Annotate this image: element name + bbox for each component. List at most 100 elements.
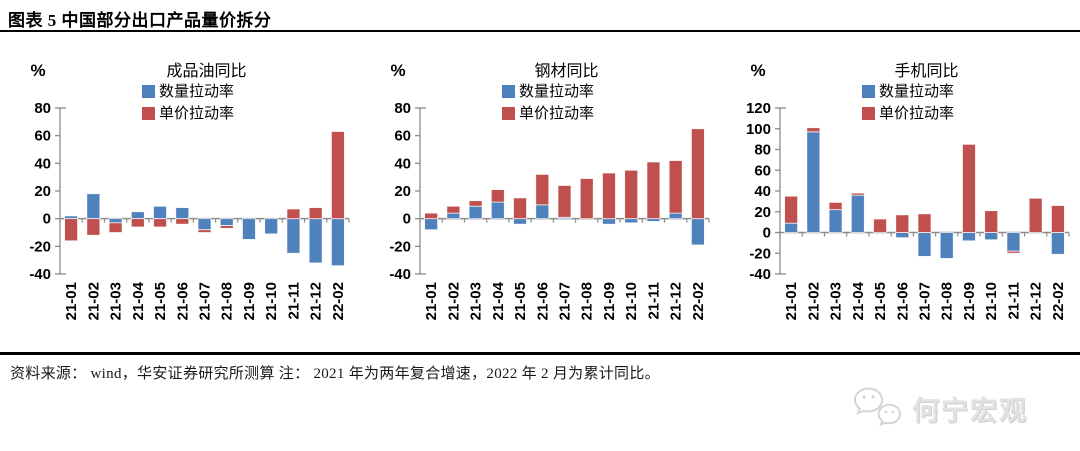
y-tick-label: 80 [34,100,51,117]
bar-price-21-03 [468,200,483,207]
x-category-label: 21-04 [850,281,867,320]
x-category-label: 21-01 [783,282,800,320]
bar-price-21-03 [108,222,123,233]
legend-swatch-quantity [142,85,155,98]
bar-price-21-12 [308,207,323,220]
bar-price-21-04 [850,192,865,196]
charts-row: % 成品油同比 数量拉动率 单价拉动率 -40 -20 0 20 40 60 80 21-01 21-0… [0,56,1080,350]
bar-price-21-01 [784,195,799,224]
y-tick-label: 80 [754,142,771,159]
bar-price-21-10 [624,169,639,220]
bar-quantity-21-06 [535,204,550,220]
bar-quantity-21-01 [64,215,79,220]
bar-price-21-04 [490,189,505,203]
y-unit-label: % [390,61,405,80]
bar-quantity-21-04 [490,201,505,220]
bar-quantity-21-05 [153,205,167,220]
bar-quantity-21-05 [513,218,527,225]
x-category-label: 21-09 [241,282,258,320]
y-tick-label: 0 [763,225,771,242]
title-underline [0,30,1080,32]
bar-quantity-21-04 [850,194,865,233]
x-category-label: 21-11 [1005,282,1022,320]
x-category-label: 21-03 [468,282,485,320]
y-tick-label: 60 [34,128,51,145]
x-category-label: 21-07 [917,282,934,320]
chart-mobile-phone: % 手机同比 数量拉动率 单价拉动率 -40 -20 0 20 40 60 80 100 120 21-0… [720,56,1080,350]
bar-quantity-21-02 [86,193,101,220]
x-category-label: 21-02 [85,282,102,320]
y-tick-label: -40 [749,266,771,283]
x-category-label: 21-05 [512,282,529,320]
bar-price-21-07 [197,229,212,233]
y-tick-label: 100 [746,121,771,138]
y-tick-label: 20 [34,183,51,200]
x-category-label: 21-01 [63,282,80,320]
bar-quantity-21-08 [219,218,234,226]
bar-price-21-11 [286,208,301,220]
bar-price-21-01 [424,212,439,220]
bar-price-21-11 [1006,250,1021,254]
bar-quantity-21-11 [1006,232,1021,252]
bar-price-22-02 [1050,205,1065,233]
x-category-label: 21-05 [152,282,169,320]
bar-quantity-21-01 [424,218,439,231]
legend-label: 单价拉动率 [519,105,594,122]
y-tick-label: -20 [749,245,771,262]
chart-title: 手机同比 [894,62,958,80]
bar-price-21-07 [917,213,932,233]
bar-price-21-02 [446,205,461,214]
legend-label: 数量拉动率 [159,83,234,100]
bar-quantity-21-09 [962,232,976,242]
y-unit-label: % [30,61,45,80]
bar-quantity-21-12 [308,218,323,264]
x-category-label: 21-04 [130,281,147,320]
bar-price-21-01 [64,218,79,242]
y-tick-label: 40 [34,155,51,172]
x-category-label: 21-12 [1028,282,1045,320]
bar-quantity-21-06 [895,232,910,239]
bar-price-21-02 [86,218,101,236]
x-category-label: 21-05 [872,282,889,320]
watermark: 何宁宏观 [852,386,1028,430]
x-category-label: 21-04 [490,281,507,320]
bar-price-21-02 [806,127,821,133]
x-category-label: 22-02 [330,282,347,320]
bar-price-21-05 [153,218,167,228]
bar-quantity-21-03 [828,209,843,233]
bar-quantity-21-12 [668,212,683,220]
chart-title: 钢材同比 [534,62,598,80]
bar-quantity-21-11 [286,218,301,254]
bar-price-21-05 [513,197,527,220]
bar-price-22-02 [330,131,345,220]
y-tick-label: 60 [754,162,771,179]
bar-price-21-08 [579,178,594,220]
x-category-label: 21-08 [939,282,956,320]
bar-price-21-09 [602,172,616,220]
footer-divider [0,352,1080,355]
x-category-label: 21-12 [308,282,325,320]
bar-quantity-21-02 [806,131,821,233]
source-note: 资料来源： wind，华安证券研究所测算 注： 2021 年为两年复合增速，20… [10,366,660,382]
x-category-label: 21-10 [263,282,280,320]
y-tick-label: 40 [754,183,771,200]
bar-quantity-21-10 [624,218,639,224]
bar-quantity-21-03 [468,205,483,220]
y-tick-label: -40 [389,266,411,283]
x-category-label: 21-08 [579,282,596,320]
legend-label: 数量拉动率 [519,83,594,100]
legend-label: 单价拉动率 [159,105,234,122]
x-category-label: 21-06 [174,282,191,320]
y-tick-label: -20 [389,238,411,255]
bar-quantity-21-09 [242,218,256,240]
y-unit-label: % [750,61,765,80]
y-tick-label: -40 [29,266,51,283]
x-category-label: 21-06 [894,282,911,320]
x-category-label: 21-12 [668,282,685,320]
bar-price-21-06 [535,174,550,206]
y-tick-label: 80 [394,100,411,117]
